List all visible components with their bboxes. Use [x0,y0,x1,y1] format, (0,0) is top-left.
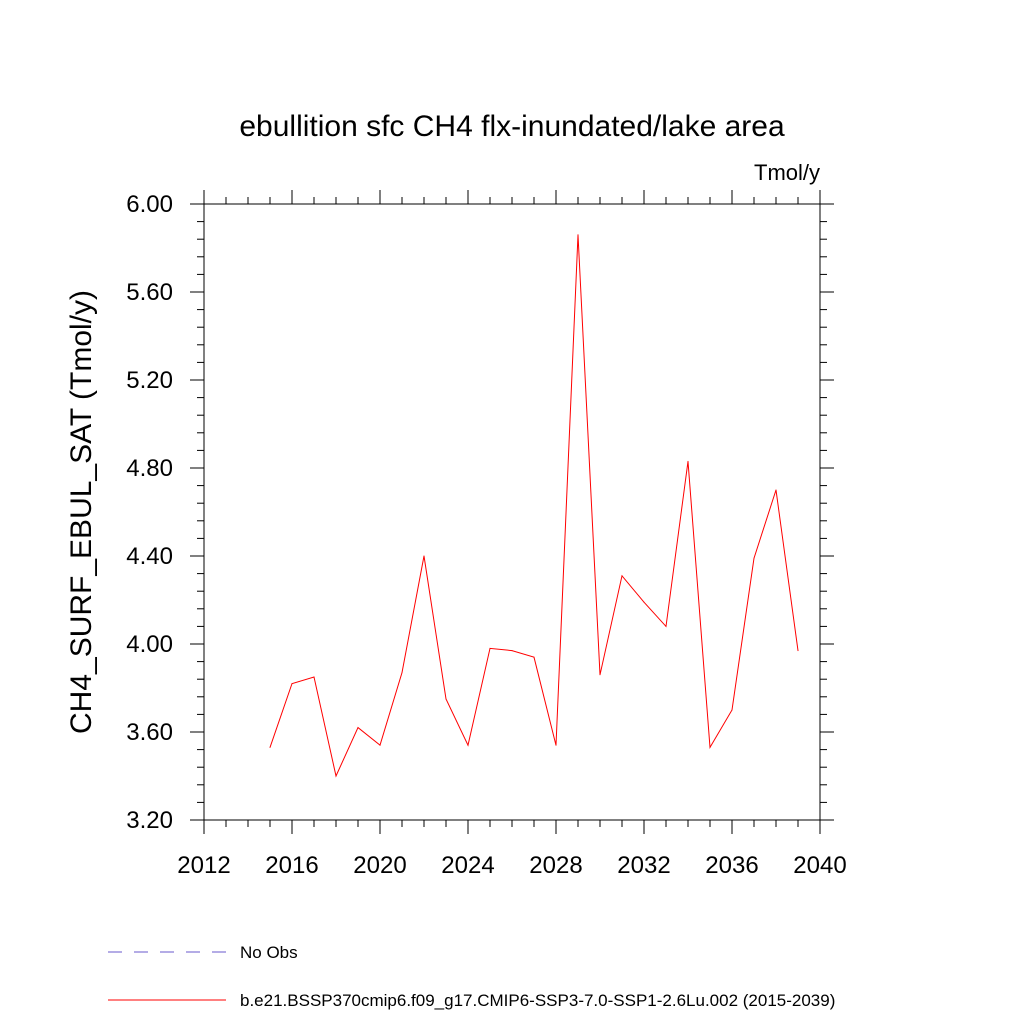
y-tick-label: 4.40 [126,543,173,570]
data-point [511,650,513,652]
data-point [313,676,315,678]
data-point [291,683,293,685]
x-tick-label: 2040 [793,852,846,879]
data-point [269,746,271,748]
data-point [555,744,557,746]
chart-title: ebullition sfc CH4 flx-inundated/lake ar… [239,110,785,143]
y-axis-label: CH4_SURF_EBUL_SAT (Tmol/y) [65,290,98,734]
data-point [467,744,469,746]
y-tick-label: 4.00 [126,631,173,658]
data-point [731,709,733,711]
x-tick-label: 2012 [177,852,230,879]
data-point [687,460,689,462]
x-tick-label: 2024 [441,852,494,879]
data-point [379,744,381,746]
x-tick-label: 2016 [265,852,318,879]
data-point [621,575,623,577]
legend: No Obs b.e21.BSSP370cmip6.f09_g17.CMIP6-S… [108,943,835,1010]
plot-area-frame [203,203,821,821]
data-point [643,601,645,603]
data-point [423,555,425,557]
data-point [709,746,711,748]
x-tick-label: 2028 [529,852,582,879]
data-point [489,647,491,649]
legend-label: No Obs [240,943,298,962]
data-point [335,775,337,777]
legend-label: b.e21.BSSP370cmip6.f09_g17.CMIP6-SSP3-7.… [240,991,835,1010]
data-point [401,672,403,674]
data-point [599,674,601,676]
x-tick-label: 2032 [617,852,670,879]
y-tick-label: 3.60 [126,719,173,746]
units-label: Tmol/y [754,160,820,185]
y-tick-label: 3.20 [126,807,173,834]
axis-tick-labels: 2012 2016 2020 2024 2028 2032 2036 2040 3.20 3.60… [126,191,846,879]
data-series [269,234,799,778]
data-point [665,625,667,627]
y-tick-label: 6.00 [126,191,173,218]
y-tick-label: 5.60 [126,279,173,306]
data-point [445,698,447,700]
y-tick-label: 5.20 [126,367,173,394]
data-point [797,650,799,652]
data-point [533,656,535,658]
x-tick-label: 2036 [705,852,758,879]
data-point [357,727,359,729]
data-point [775,489,777,491]
data-point [753,557,755,559]
x-tick-label: 2020 [353,852,406,879]
data-point [577,234,579,236]
y-tick-label: 4.80 [126,455,173,482]
series-line [269,234,799,778]
axis-ticks [190,190,834,834]
